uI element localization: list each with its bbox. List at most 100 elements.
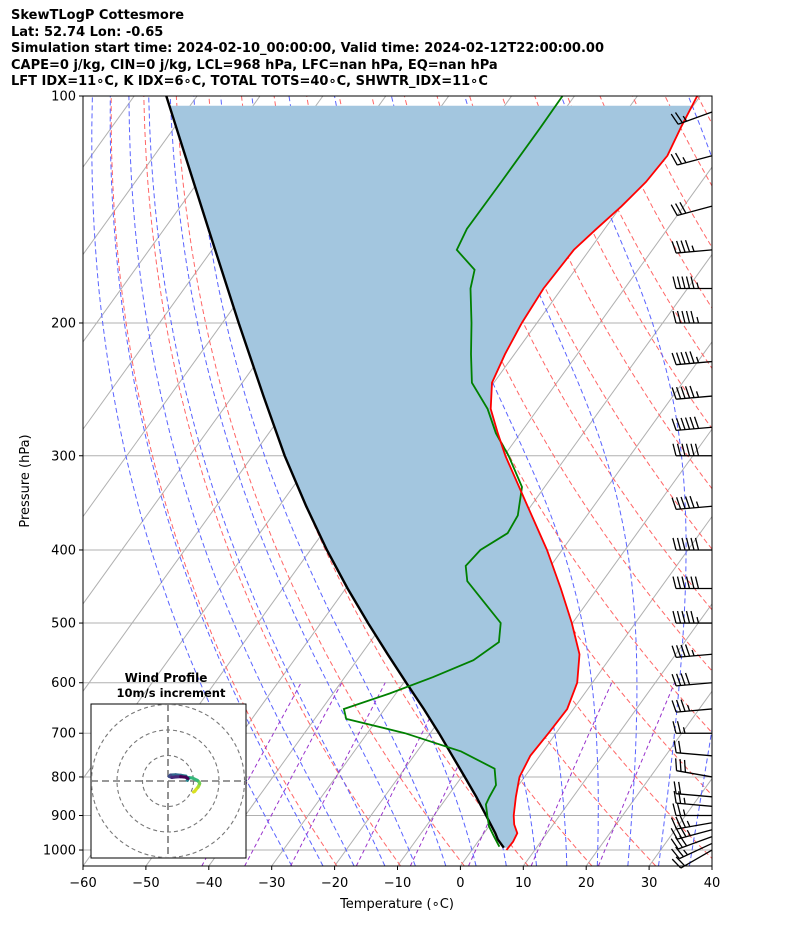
wind-barb — [671, 239, 713, 254]
wind-barb — [670, 815, 713, 830]
moist-adiabat — [687, 96, 712, 866]
wind-barb — [670, 111, 713, 125]
hodograph-title: Wind Profile — [125, 671, 208, 685]
isotherm-line — [585, 690, 712, 866]
wind-barb — [672, 443, 712, 457]
location-label: Lat: 52.74 Lon: -0.65 — [11, 24, 164, 40]
y-tick-label: 900 — [51, 809, 76, 824]
x-tick-label: −20 — [321, 876, 348, 891]
wind-barb — [671, 385, 713, 400]
dry-adiabat — [632, 96, 712, 249]
mixing-ratio-line — [530, 682, 613, 866]
moist-adiabat — [464, 96, 638, 866]
x-axis-label: Temperature (∘C) — [339, 897, 454, 912]
wind-barb — [673, 790, 713, 807]
dry-adiabat — [436, 96, 712, 611]
moist-adiabat — [91, 96, 293, 866]
dry-adiabat — [534, 96, 712, 430]
chart-title: SkewTLogP Cottesmore — [11, 8, 185, 23]
isotherm-line — [459, 515, 712, 866]
y-tick-label: 600 — [51, 676, 76, 691]
y-tick-label: 1000 — [43, 844, 76, 859]
convective-params: CAPE=0 j/kg, CIN=0 j/kg, LCL=968 hPa, LF… — [11, 57, 498, 73]
dry-adiabat — [110, 96, 338, 866]
mixing-ratio-line — [597, 682, 676, 866]
y-tick-label: 300 — [51, 449, 76, 464]
x-tick-label: −30 — [258, 876, 285, 891]
wind-barb — [672, 276, 712, 290]
time-label: Simulation start time: 2024-02-10_00:00:… — [11, 41, 604, 56]
moist-adiabat — [128, 96, 355, 866]
moist-adiabat — [193, 96, 447, 866]
wind-barb — [672, 310, 712, 324]
wind-barb — [673, 740, 713, 757]
y-tick-label: 200 — [51, 316, 76, 331]
parcel-profile-line — [165, 96, 505, 849]
wind-barb — [671, 351, 713, 366]
isotherm-line — [522, 603, 712, 866]
wind-barb — [670, 152, 713, 166]
y-tick-label: 700 — [51, 727, 76, 742]
y-tick-label: 800 — [51, 770, 76, 785]
wind-barb — [671, 849, 713, 869]
x-tick-label: −10 — [384, 876, 411, 891]
isotherm-line — [0, 96, 8, 866]
chart-header: SkewTLogP Cottesmore Lat: 52.74 Lon: -0.… — [11, 8, 604, 91]
wind-barb — [671, 644, 713, 659]
dry-adiabat — [763, 96, 794, 866]
cin-shading — [169, 105, 693, 848]
mixing-ratio-line — [201, 682, 302, 866]
wind-barb — [671, 842, 713, 860]
moist-adiabat — [148, 96, 386, 866]
wind-barb — [673, 781, 713, 798]
dry-adiabat — [175, 96, 465, 866]
isotherm-line — [0, 96, 71, 866]
mixing-ratio-line — [409, 682, 499, 866]
x-tick-label: −40 — [195, 876, 222, 891]
dry-adiabat — [730, 96, 794, 866]
moist-adiabat — [109, 96, 324, 866]
wind-barb — [672, 576, 712, 590]
isotherm-line — [775, 96, 794, 866]
dewpoint-line — [342, 96, 564, 848]
wind-barb — [670, 202, 713, 217]
isotherm-line — [271, 253, 712, 866]
x-tick-label: 10 — [515, 876, 532, 891]
mixing-ratio-line — [355, 682, 448, 866]
hodograph-subtitle: 10m/s increment — [117, 686, 226, 700]
x-tick-label: 40 — [704, 876, 721, 891]
x-tick-label: −60 — [69, 876, 96, 891]
wind-barb — [672, 721, 712, 734]
isotherm-line — [83, 96, 261, 343]
wind-barb — [671, 416, 713, 432]
wind-barb — [672, 537, 712, 551]
moist-adiabat — [390, 96, 599, 866]
wind-barb — [671, 699, 713, 713]
wind-barb — [671, 672, 713, 687]
isotherm-line — [711, 865, 712, 866]
moist-adiabat — [720, 96, 794, 866]
stability-indices: LFT IDX=11∘C, K IDX=6∘C, TOTAL TOTS=40∘C… — [11, 74, 488, 89]
dry-adiabat — [403, 96, 712, 672]
hodograph-trace — [184, 775, 190, 781]
dry-adiabat — [143, 96, 402, 866]
wind-barb — [671, 495, 713, 511]
wind-barb — [672, 803, 712, 817]
plot-frame — [82, 95, 713, 867]
y-tick-label: 400 — [51, 543, 76, 558]
mixing-ratio-line — [290, 682, 386, 866]
hodograph-inset: Wind Profile 10m/s increment — [90, 671, 247, 859]
y-tick-label: 100 — [51, 90, 76, 105]
y-tick-label: 500 — [51, 617, 76, 632]
mixing-ratio-line — [244, 682, 343, 866]
wind-barb — [672, 610, 712, 624]
dry-adiabat — [371, 96, 712, 734]
moist-adiabat — [169, 96, 416, 866]
x-tick-label: −50 — [132, 876, 159, 891]
isotherm-line — [334, 340, 712, 866]
y-axis-label: Pressure (hPa) — [18, 434, 33, 527]
temperature-line — [489, 96, 698, 851]
x-tick-label: 30 — [641, 876, 658, 891]
dry-adiabat — [599, 96, 712, 309]
